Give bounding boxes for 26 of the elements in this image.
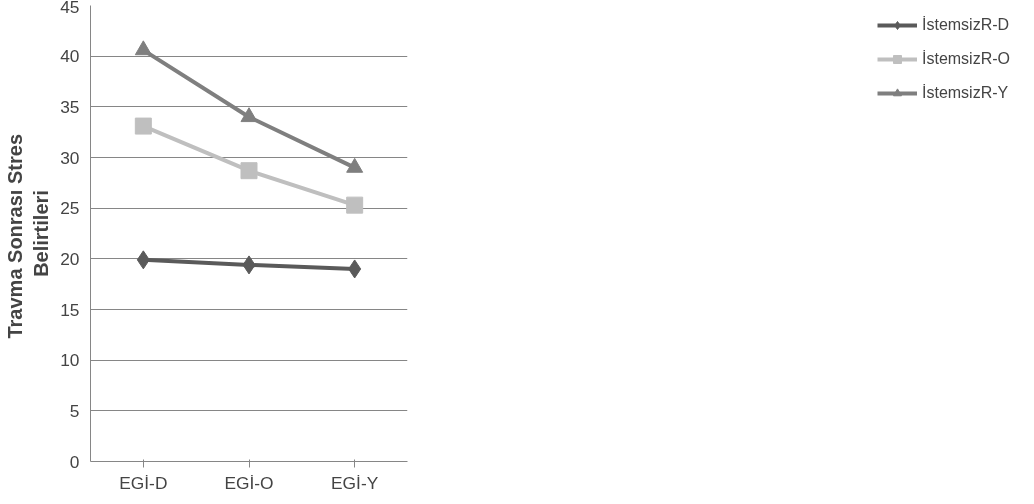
y-tick-label: 20: [60, 248, 80, 269]
y-tick-label: 0: [69, 451, 80, 472]
y-tick-label: 45: [60, 0, 80, 17]
y-tick-label: 10: [60, 350, 80, 371]
x-tick-label: EGİ-Y: [331, 472, 379, 493]
point: [240, 162, 258, 180]
point: [346, 157, 364, 173]
legend-label: İstemsizR-D: [922, 16, 1010, 34]
point: [348, 259, 362, 279]
legend-label: İstemsizR-O: [922, 50, 1010, 68]
point: [346, 196, 364, 214]
y-axis-title: Travma Sonrası Stres Belirtileri: [3, 133, 53, 339]
point: [136, 250, 150, 270]
point: [134, 117, 152, 135]
point: [240, 107, 258, 123]
y-tick-label: 35: [60, 96, 80, 117]
x-tick-label: EGİ-D: [119, 472, 168, 493]
y-tick-label: 5: [69, 400, 80, 421]
y-tick-label: 25: [60, 198, 80, 219]
y-tick-label: 15: [60, 299, 80, 320]
legend-label: İstemsizR-Y: [922, 84, 1009, 102]
x-tick-label: EGİ-O: [224, 472, 274, 493]
y-tick-label: 40: [60, 46, 80, 67]
point: [242, 255, 256, 275]
y-tick-label: 30: [60, 147, 80, 168]
point: [134, 40, 152, 56]
